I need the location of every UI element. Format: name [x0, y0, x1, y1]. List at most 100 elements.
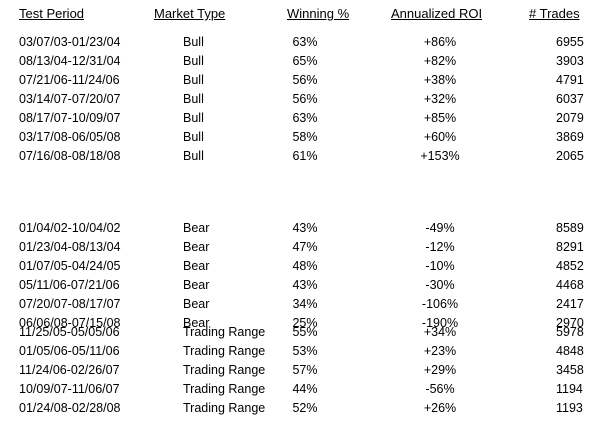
cell-winning-pct: 52% — [292, 401, 318, 415]
cell-test-period: 11/25/05-05/05/06 — [19, 325, 120, 339]
cell-annualized-roi: -56% — [425, 382, 455, 396]
cell-market-type: Bear — [183, 221, 210, 235]
cell-market-type: Bear — [183, 259, 210, 273]
cell-winning-pct: 56% — [292, 73, 318, 87]
cell-annualized-roi: +23% — [423, 344, 457, 358]
cell-test-period: 10/09/07-11/06/07 — [19, 382, 120, 396]
cell-trades: 3903 — [556, 54, 584, 68]
cell-test-period: 01/23/04-08/13/04 — [19, 240, 121, 254]
cell-annualized-roi: -12% — [425, 240, 455, 254]
cell-test-period: 08/13/04-12/31/04 — [19, 54, 121, 68]
cell-winning-pct: 63% — [292, 35, 318, 49]
cell-winning-pct: 58% — [292, 130, 318, 144]
table-row: 11/24/06-02/26/07 Trading Range 57% +29% 345… — [0, 361, 612, 380]
cell-winning-pct: 63% — [292, 111, 318, 125]
cell-annualized-roi: +153% — [420, 149, 460, 163]
table-row: 01/24/08-02/28/08 Trading Range 52% +26% 119… — [0, 399, 612, 418]
cell-trades: 2065 — [556, 149, 584, 163]
table-row: 08/13/04-12/31/04 Bull 65% +82% 3903 — [0, 52, 612, 71]
cell-trades: 8589 — [556, 221, 584, 235]
cell-test-period: 11/24/06-02/26/07 — [19, 363, 120, 377]
cell-trades: 6037 — [556, 92, 584, 106]
cell-market-type: Bear — [183, 240, 210, 254]
cell-trades: 6955 — [556, 35, 584, 49]
table-row: 01/05/06-05/11/06 Trading Range 53% +23% 484… — [0, 342, 612, 361]
cell-market-type: Bull — [183, 149, 204, 163]
cell-market-type: Bull — [183, 111, 204, 125]
header-trades: # Trades — [529, 6, 580, 21]
cell-annualized-roi: +60% — [423, 130, 457, 144]
table-row: 03/17/08-06/05/08 Bull 58% +60% 3869 — [0, 128, 612, 147]
cell-market-type: Bear — [183, 316, 210, 330]
cell-annualized-roi: +82% — [423, 54, 457, 68]
cell-annualized-roi: +38% — [423, 73, 457, 87]
cell-test-period: 07/16/08-08/18/08 — [19, 149, 121, 163]
cell-winning-pct: 61% — [292, 149, 318, 163]
table-row: 07/20/07-08/17/07 Bear 34% -106% 2417 — [0, 295, 612, 314]
table-row: 06/06/08-07/15/08 Bear 25% -190% 2970 — [0, 314, 612, 333]
cell-trades: 4791 — [556, 73, 584, 87]
cell-annualized-roi: +85% — [423, 111, 457, 125]
table-row: 01/07/05-04/24/05 Bear 48% -10% 4852 — [0, 257, 612, 276]
cell-test-period: 01/24/08-02/28/08 — [19, 401, 121, 415]
cell-annualized-roi: +26% — [423, 401, 457, 415]
cell-market-type: Bear — [183, 278, 210, 292]
cell-winning-pct: 57% — [292, 363, 318, 377]
cell-test-period: 01/05/06-05/11/06 — [19, 344, 120, 358]
table-row: 01/04/02-10/04/02 Bear 43% -49% 8589 — [0, 219, 612, 238]
cell-winning-pct: 53% — [292, 344, 318, 358]
cell-trades: 1194 — [556, 382, 583, 396]
cell-winning-pct: 55% — [292, 325, 318, 339]
cell-market-type: Trading Range — [183, 382, 266, 396]
cell-trades: 2970 — [556, 316, 584, 330]
cell-winning-pct: 43% — [292, 221, 318, 235]
cell-market-type: Bull — [183, 92, 204, 106]
cell-trades: 3458 — [556, 363, 584, 377]
cell-market-type: Trading Range — [183, 325, 266, 339]
cell-market-type: Bear — [183, 297, 210, 311]
cell-test-period: 01/07/05-04/24/05 — [19, 259, 121, 273]
cell-annualized-roi: +29% — [423, 363, 457, 377]
header-test-period: Test Period — [19, 6, 85, 21]
table-row: 03/07/03-01/23/04 Bull 63% +86% 6955 — [0, 33, 612, 52]
cell-trades: 5978 — [556, 325, 584, 339]
cell-winning-pct: 65% — [292, 54, 318, 68]
cell-winning-pct: 47% — [292, 240, 318, 254]
header-market-type: Market Type — [154, 6, 226, 21]
cell-annualized-roi: -30% — [425, 278, 455, 292]
table-row: 01/23/04-08/13/04 Bear 47% -12% 8291 — [0, 238, 612, 257]
cell-winning-pct: 43% — [292, 278, 318, 292]
cell-annualized-roi: +32% — [423, 92, 457, 106]
cell-market-type: Trading Range — [183, 363, 266, 377]
header-winning-pct: Winning % — [287, 6, 350, 21]
header-annualized-roi: Annualized ROI — [391, 6, 483, 21]
cell-annualized-roi: -106% — [421, 297, 459, 311]
cell-trades: 2417 — [556, 297, 584, 311]
cell-trades: 8291 — [556, 240, 584, 254]
table-row: 05/11/06-07/21/06 Bear 43% -30% 4468 — [0, 276, 612, 295]
cell-test-period: 03/07/03-01/23/04 — [19, 35, 121, 49]
cell-market-type: Trading Range — [183, 401, 266, 415]
cell-test-period: 08/17/07-10/09/07 — [19, 111, 121, 125]
cell-trades: 4468 — [556, 278, 584, 292]
cell-annualized-roi: +86% — [423, 35, 457, 49]
cell-annualized-roi: -10% — [425, 259, 455, 273]
table-row: 11/25/05-05/05/06 Trading Range 55% +34% 597… — [0, 323, 612, 342]
cell-winning-pct: 25% — [292, 316, 318, 330]
cell-test-period: 03/17/08-06/05/08 — [19, 130, 121, 144]
cell-trades: 4852 — [556, 259, 584, 273]
table-row: 10/09/07-11/06/07 Trading Range 44% -56% 119… — [0, 380, 612, 399]
cell-test-period: 07/20/07-08/17/07 — [19, 297, 121, 311]
cell-winning-pct: 34% — [292, 297, 318, 311]
cell-trades: 3869 — [556, 130, 584, 144]
cell-annualized-roi: -190% — [421, 316, 459, 330]
cell-annualized-roi: +34% — [423, 325, 457, 339]
table-row: 07/16/08-08/18/08 Bull 61% +153% 2065 — [0, 147, 612, 166]
cell-market-type: Bull — [183, 73, 204, 87]
table-row: 07/21/06-11/24/06 Bull 56% +38% 4791 — [0, 71, 612, 90]
cell-market-type: Bull — [183, 54, 204, 68]
cell-market-type: Trading Range — [183, 344, 266, 358]
cell-trades: 1193 — [556, 401, 583, 415]
cell-winning-pct: 48% — [292, 259, 318, 273]
